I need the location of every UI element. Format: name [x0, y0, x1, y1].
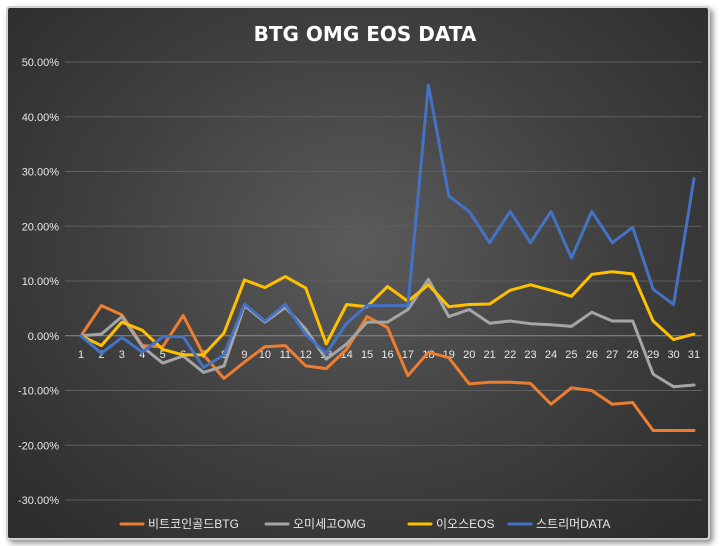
legend-label: 오미세고OMG [293, 517, 366, 531]
chart-title: BTG OMG EOS DATA [254, 22, 477, 46]
x-tick-label: 24 [545, 349, 557, 361]
series-lines [79, 83, 696, 432]
x-tick-label: 30 [667, 349, 679, 361]
x-tick-label: 1 [78, 349, 84, 361]
line-chart: BTG OMG EOS DATA 50.00%40.00%30.00%20.00… [18, 22, 702, 531]
x-tick-label: 31 [688, 349, 700, 361]
x-tick-label: 17 [402, 349, 414, 361]
legend: 비트코인골드BTG 오미세고OMG 이오스EOS 스트리머DATA [119, 517, 610, 531]
x-tick-label: 25 [565, 349, 577, 361]
x-tick-label: 23 [524, 349, 536, 361]
x-tick-label: 22 [504, 349, 516, 361]
y-tick-label: 50.00% [22, 57, 60, 69]
x-tick-label: 20 [463, 349, 475, 361]
x-tick-label: 4 [139, 349, 145, 361]
legend-label: 비트코인골드BTG [148, 517, 239, 531]
x-tick-label: 28 [627, 349, 639, 361]
legend-label: 이오스EOS [436, 517, 494, 531]
y-tick-label: 40.00% [22, 112, 60, 124]
y-tick-label: -30.00% [18, 495, 59, 507]
x-tick-label: 12 [300, 349, 312, 361]
y-tick-label: 0.00% [28, 331, 59, 343]
x-tick-label: 27 [606, 349, 618, 361]
x-tick-label: 9 [241, 349, 247, 361]
x-tick-label: 10 [259, 349, 271, 361]
chart-panel: BTG OMG EOS DATA 50.00% 40.00% 30.00% 20.00… [6, 6, 710, 540]
y-tick-label: 20.00% [22, 221, 60, 233]
x-tick-label: 5 [160, 349, 166, 361]
x-tick-label: 11 [280, 349, 291, 361]
y-tick-label: 30.00% [22, 167, 60, 179]
y-tick-label: 10.00% [22, 276, 60, 288]
x-tick-label: 3 [119, 349, 125, 361]
x-tick-label: 29 [647, 349, 659, 361]
x-tick-label: 21 [484, 349, 496, 361]
y-axis-ticks: 50.00% 40.00% 30.00% 20.00% 10.00% 0.00% -10.0… [18, 57, 59, 507]
series-line [79, 83, 696, 369]
x-tick-label: 26 [586, 349, 598, 361]
y-tick-label: -10.00% [18, 386, 59, 398]
gridlines [65, 61, 702, 501]
y-tick-label: -20.00% [18, 440, 59, 452]
series-line [79, 304, 696, 432]
legend-label: 스트리머DATA [536, 517, 610, 531]
x-tick-label: 16 [381, 349, 393, 361]
x-tick-label: 15 [361, 349, 373, 361]
series-line [79, 270, 696, 357]
